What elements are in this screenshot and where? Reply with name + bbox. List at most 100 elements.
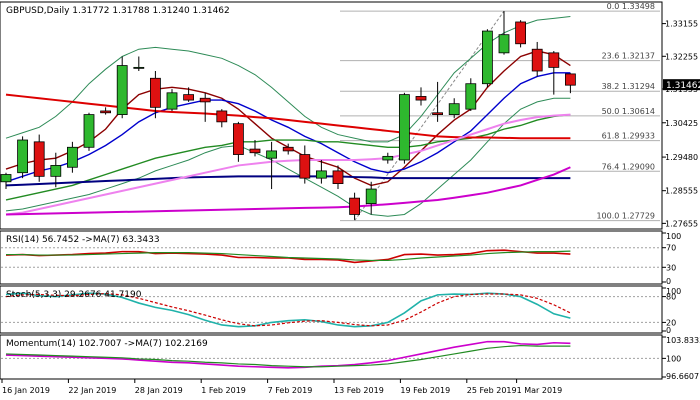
- candle: [249, 140, 261, 157]
- candlesticks: [0, 11, 576, 220]
- rsi-series-line: [6, 250, 571, 262]
- rsi-lines: [5, 249, 571, 264]
- candle: [282, 143, 294, 155]
- candle-body: [299, 154, 311, 179]
- date-tick-label: 22 Jan 2019: [68, 386, 116, 395]
- stochastic-tick-label: 20: [666, 318, 676, 327]
- price-panel: 0.0 1.33498 23.6 1.32137 38.2 1.31294 50.0 …: [0, 1, 700, 230]
- candle: [133, 56, 145, 72]
- candle: [565, 73, 576, 94]
- momentum-tick-label: 103.8333: [666, 336, 700, 345]
- candle: [448, 98, 460, 119]
- date-tick-label: 7 Feb 2019: [268, 386, 313, 395]
- date-tick-label: 19 Feb 2019: [400, 386, 450, 395]
- price-tick-label: 1.27655: [665, 219, 698, 228]
- candle-body: [17, 139, 29, 174]
- price-tick-label: 1.30425: [665, 119, 698, 128]
- moving-average-ma-red: [5, 93, 571, 140]
- candle: [0, 172, 12, 190]
- candle: [166, 89, 178, 111]
- fib-level-label: 38.2 1.31294: [602, 82, 655, 91]
- bollinger-lower: [5, 97, 571, 217]
- candle-body: [67, 146, 78, 168]
- candle-body: [448, 103, 460, 115]
- candle-body: [548, 52, 560, 68]
- candle: [266, 141, 278, 190]
- candle-body: [266, 150, 278, 159]
- candle: [498, 11, 510, 55]
- candle: [50, 152, 62, 188]
- price-tick-label: 1.32255: [665, 52, 698, 61]
- candle: [548, 51, 560, 95]
- rsi-tick-label: 70: [666, 244, 676, 253]
- candle-body: [349, 197, 361, 215]
- stochastic-panel-frame: [0, 285, 663, 334]
- candle: [216, 109, 228, 128]
- date-tick-label: 16 Jan 2019: [2, 386, 50, 395]
- candle: [415, 87, 427, 106]
- momentum-tick-label: 96.6607: [666, 372, 699, 381]
- current-price-label: 1.31462: [666, 81, 700, 91]
- stochastic-tick-label: 80: [666, 293, 676, 302]
- candle-body: [432, 112, 444, 115]
- candle: [83, 112, 95, 151]
- fib-level-label: 23.6 1.32137: [602, 52, 655, 61]
- candle: [349, 192, 361, 220]
- fibonacci-levels: 0.0 1.33498 23.6 1.32137 38.2 1.31294 50.0 …: [340, 2, 660, 222]
- candle: [382, 152, 394, 164]
- candle: [17, 136, 29, 179]
- candle: [365, 181, 377, 215]
- moving-average-ma-navy: [5, 175, 571, 187]
- date-x-axis: 16 Jan 2019 22 Jan 2019 28 Jan 2019 1 Feb 2…: [1, 379, 562, 395]
- current-price-marker: 1.31462: [663, 79, 700, 91]
- momentum-series-line: [5, 340, 571, 369]
- fib-level-label: 61.8 1.29933: [602, 132, 655, 141]
- fib-level-label: 50.0 1.30614: [602, 107, 655, 116]
- candle: [531, 41, 543, 77]
- candle-body: [565, 73, 576, 86]
- candle: [116, 56, 128, 119]
- candle-body: [199, 97, 211, 103]
- rsi-panel-header: RSI(14) 56.7452 ->MA(7) 63.3433: [6, 235, 160, 245]
- candle-body: [398, 94, 410, 161]
- candle-body: [498, 34, 510, 54]
- candle-body: [315, 170, 327, 179]
- momentum-y-axis: 103.8333 100 96.6607: [662, 336, 700, 381]
- candle: [398, 92, 410, 164]
- candle-body: [0, 174, 12, 183]
- candle-body: [133, 66, 145, 69]
- candle: [232, 121, 244, 162]
- price-panel-header: GBPUSD,Daily 1.31772 1.31788 1.31240 1.3…: [6, 6, 230, 16]
- candle-body: [100, 110, 111, 114]
- candle-body: [481, 30, 493, 85]
- candle-body: [515, 21, 526, 45]
- date-tick-label: 25 Feb 2019: [467, 386, 517, 395]
- candle: [299, 145, 311, 184]
- candle-body: [465, 83, 477, 110]
- candle: [332, 165, 344, 190]
- stochastic-lines: [5, 292, 571, 328]
- fib-trendline: [354, 10, 505, 221]
- stochastic-series-line: [5, 292, 571, 327]
- candle-body: [531, 48, 543, 72]
- candle-body: [365, 188, 377, 204]
- date-tick-label: 13 Feb 2019: [334, 386, 384, 395]
- candle: [432, 81, 444, 122]
- momentum-panel-header: Momentum(14) 102.7007 ->MA(7) 102.2169: [6, 339, 208, 349]
- momentum-lines: [5, 340, 571, 369]
- momentum-series-line: [5, 344, 571, 368]
- moving-average-ma-magenta: [5, 166, 571, 216]
- candle-body: [149, 77, 161, 108]
- candle-body: [216, 110, 228, 123]
- candle: [199, 92, 211, 122]
- candle-body: [166, 92, 178, 110]
- price-y-axis: 1.331551.322551.313551.304251.294801.285…: [662, 20, 698, 228]
- fib-level-label: 0.0 1.33498: [607, 2, 655, 11]
- rsi-panel: 100 70 30 0 RSI(14) 56.7452 ->MA(7) 63.3433: [0, 230, 681, 286]
- candle-body: [382, 155, 394, 161]
- candle: [33, 134, 45, 182]
- candle-body: [83, 114, 95, 148]
- candle-body: [116, 65, 128, 115]
